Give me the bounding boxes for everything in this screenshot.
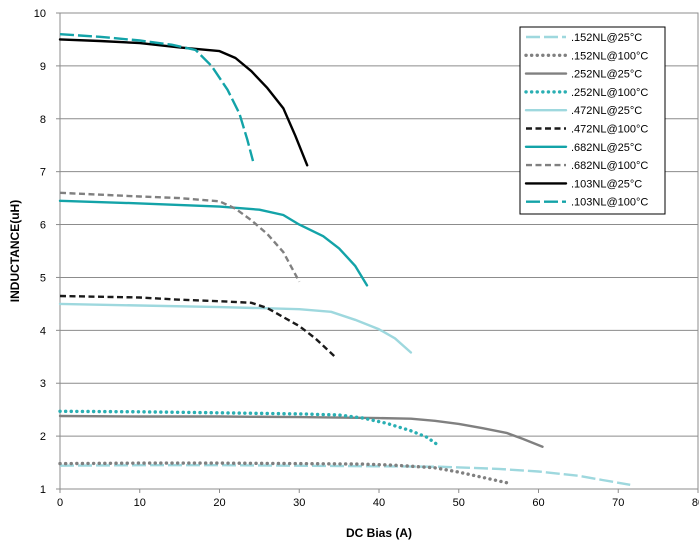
x-tick-label: 20 (213, 497, 225, 509)
series-line-7 (59, 191, 301, 283)
y-tick-label: 2 (40, 431, 46, 443)
y-tick-label: 6 (40, 220, 46, 232)
tick-labels: 0 10 20 30 40 50 60 70 80 1 2 3 4 5 6 7 8 9 10 (34, 8, 699, 509)
y-tick-label: 3 (40, 378, 46, 390)
legend-label-0: .152NL@25°C (571, 32, 642, 44)
x-tick-label: 80 (692, 497, 699, 509)
series-line-8 (58, 38, 309, 167)
x-tick-label: 60 (532, 497, 544, 509)
series-line-0 (59, 464, 631, 486)
x-tick-label: 40 (373, 497, 385, 509)
series-line-5 (59, 294, 336, 358)
legend-label-2: .252NL@25°C (571, 69, 642, 81)
x-tick-label: 0 (57, 497, 63, 509)
y-tick-label: 7 (40, 167, 46, 179)
legend-label-4: .472NL@25°C (571, 105, 642, 117)
y-tick-label: 10 (34, 8, 46, 20)
series-line-4 (58, 302, 413, 354)
y-tick-label: 9 (40, 61, 46, 73)
x-axis-title: DC Bias (A) (346, 526, 412, 540)
legend-label-6: .682NL@25°C (571, 142, 642, 154)
series-line-1 (58, 461, 509, 485)
legend-label-7: .682NL@100°C (571, 160, 648, 172)
y-tick-label: 1 (40, 484, 46, 496)
series-line-3 (58, 409, 441, 448)
legend: .152NL@25°C .152NL@100°C .252NL@25°C .252NL… (519, 26, 666, 215)
y-tick-label: 5 (40, 272, 46, 284)
y-tick-label: 8 (40, 114, 46, 126)
y-tick-label: 4 (40, 325, 46, 337)
y-axis-title: INDUCTANCE(uH) (8, 200, 22, 302)
legend-label-3: .252NL@100°C (571, 87, 648, 99)
legend-label-1: .152NL@100°C (571, 50, 648, 62)
legend-label-9: .103NL@100°C (571, 197, 648, 209)
series-line-2 (58, 414, 544, 448)
x-tick-label: 30 (293, 497, 305, 509)
series-line-6 (58, 199, 369, 287)
x-tick-label: 50 (453, 497, 465, 509)
series-line-9 (59, 33, 255, 162)
x-tick-label: 10 (134, 497, 146, 509)
legend-label-8: .103NL@25°C (571, 178, 642, 190)
legend-label-5: .472NL@100°C (571, 124, 648, 136)
x-tick-label: 70 (612, 497, 624, 509)
series-lines (58, 33, 631, 486)
